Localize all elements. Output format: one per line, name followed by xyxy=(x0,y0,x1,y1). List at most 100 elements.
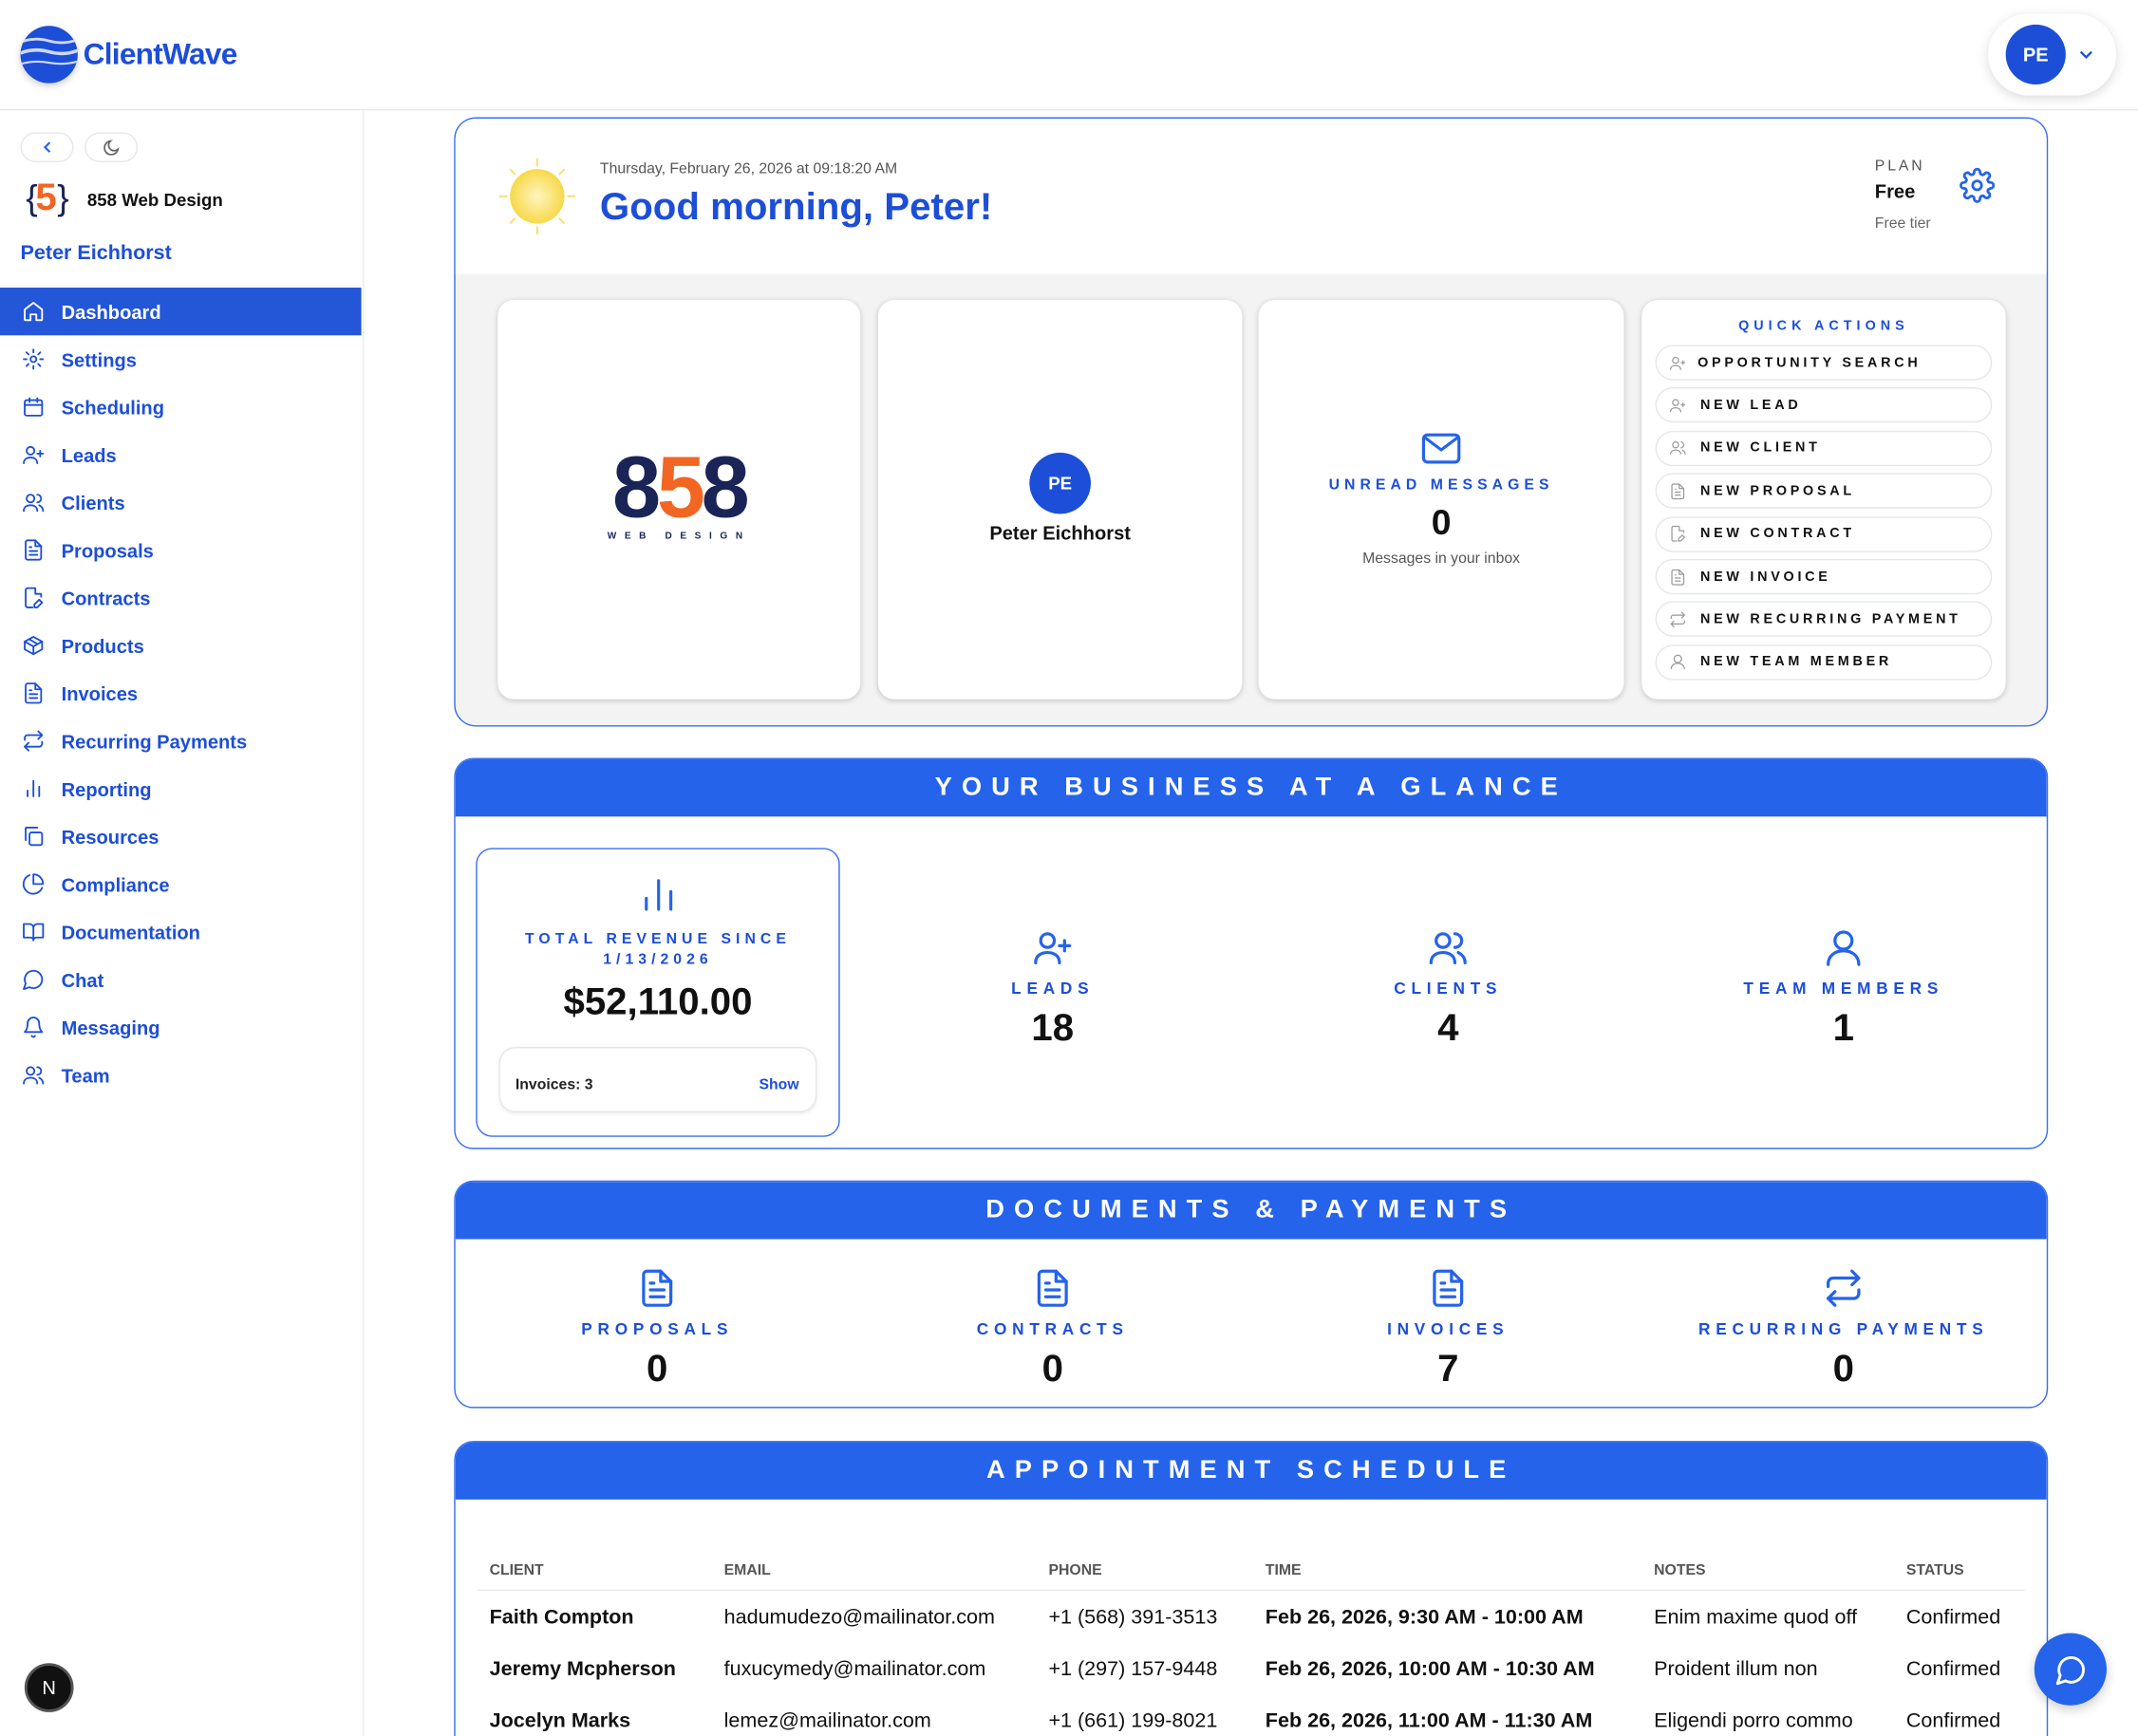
quick-action-label: NEW CLIENT xyxy=(1699,440,1821,457)
column-header-notes[interactable]: NOTES xyxy=(1654,1561,1706,1579)
sidebar-item-proposals[interactable]: Proposals xyxy=(0,526,362,573)
sidebar-item-documentation[interactable]: Documentation xyxy=(0,908,362,956)
quick-action-new-client[interactable]: NEW CLIENT xyxy=(1655,430,1993,466)
sidebar-item-label: Recurring Payments xyxy=(61,730,248,753)
sidebar-item-dashboard[interactable]: Dashboard xyxy=(0,288,362,336)
users-icon xyxy=(23,494,45,513)
quick-action-label: OPPORTUNITY SEARCH xyxy=(1697,355,1922,370)
current-datetime: Thursday, February 26, 2026 at 09:18:20 … xyxy=(599,160,898,177)
plan-description: Free tier xyxy=(1874,215,1931,233)
column-header-client[interactable]: CLIENT xyxy=(489,1561,544,1579)
company-logo-subtitle: WEB DESIGN xyxy=(607,532,751,542)
document-icon xyxy=(642,1269,673,1307)
sidebar-item-settings[interactable]: Settings xyxy=(0,335,362,383)
clientwave-logo-icon xyxy=(20,26,78,84)
repeat-icon xyxy=(1826,1269,1861,1307)
quick-action-new-proposal[interactable]: NEW PROPOSAL xyxy=(1655,473,1993,509)
sidebar-item-messaging[interactable]: Messaging xyxy=(0,1003,362,1051)
sidebar-item-label: Scheduling xyxy=(61,396,164,419)
sidebar-item-label: Products xyxy=(61,634,144,657)
quick-action-new-invoice[interactable]: NEW INVOICE xyxy=(1655,558,1993,595)
sidebar-item-label: Clients xyxy=(61,491,125,513)
sidebar-item-label: Leads xyxy=(61,443,117,466)
cell-phone: +1 (661) 199-8021 xyxy=(1048,1709,1218,1733)
sidebar-item-products[interactable]: Products xyxy=(0,622,362,669)
sidebar-item-label: Settings xyxy=(61,347,137,370)
stat-value: 0 xyxy=(647,1346,668,1390)
stat-team-members[interactable]: TEAM MEMBERS 1 xyxy=(1653,927,2035,1050)
sidebar-item-scheduling[interactable]: Scheduling xyxy=(0,383,362,431)
sidebar-item-label: Documentation xyxy=(61,921,200,943)
document-icon xyxy=(1671,569,1685,585)
messages-card[interactable]: UNREAD MESSAGES 0 Messages in your inbox xyxy=(1258,299,1624,700)
home-icon xyxy=(24,302,44,322)
quick-action-opportunity-search[interactable]: OPPORTUNITY SEARCH xyxy=(1655,345,1993,381)
brand-name[interactable]: ClientWave xyxy=(83,36,238,71)
stat-value: 0 xyxy=(1832,1346,1854,1390)
sidebar-item-label: Proposals xyxy=(61,539,154,562)
mail-icon xyxy=(1421,433,1461,464)
profile-avatar: PE xyxy=(1029,452,1091,514)
sidebar-item-reporting[interactable]: Reporting xyxy=(0,765,362,812)
quick-action-new-contract[interactable]: NEW CONTRACT xyxy=(1655,515,1993,552)
document-edit-icon xyxy=(1671,526,1686,542)
sidebar-item-label: Dashboard xyxy=(61,300,161,323)
user-plus-icon xyxy=(1034,932,1072,964)
stat-label: TEAM MEMBERS xyxy=(1743,979,1944,999)
column-header-email[interactable]: EMAIL xyxy=(723,1561,771,1579)
stat-clients[interactable]: CLIENTS 4 xyxy=(1257,927,1639,1050)
revenue-value: $52,110.00 xyxy=(563,980,753,1023)
quick-action-new-team-member[interactable]: NEW TEAM MEMBER xyxy=(1655,644,1993,681)
show-invoices-link[interactable]: Show xyxy=(759,1076,799,1093)
bar-chart-icon xyxy=(645,879,673,911)
sidebar-item-invoices[interactable]: Invoices xyxy=(0,669,362,717)
sidebar-item-label: Compliance xyxy=(61,872,170,895)
cell-email: fuxucymedy@mailinator.com xyxy=(723,1657,986,1681)
user-plus-icon xyxy=(1669,356,1686,370)
gear-icon[interactable] xyxy=(1960,167,1996,203)
stat-contracts[interactable]: CONTRACTS 0 xyxy=(862,1268,1244,1391)
sidebar-item-recurring-payments[interactable]: Recurring Payments xyxy=(0,717,362,764)
user-plus-icon xyxy=(23,445,45,465)
sidebar-item-resources[interactable]: Resources xyxy=(0,812,362,860)
column-header-time[interactable]: TIME xyxy=(1265,1561,1302,1579)
section-title: DOCUMENTS & PAYMENTS xyxy=(455,1182,2047,1240)
stat-proposals[interactable]: PROPOSALS 0 xyxy=(466,1268,848,1391)
user-icon xyxy=(1670,655,1685,670)
quick-action-label: NEW LEAD xyxy=(1699,398,1802,414)
copy-icon xyxy=(25,827,44,847)
quick-action-new-recurring-payment[interactable]: NEW RECURRING PAYMENT xyxy=(1655,601,1993,638)
moon-icon xyxy=(103,140,119,156)
sidebar-item-label: Chat xyxy=(61,968,104,991)
document-icon xyxy=(1037,1269,1068,1307)
document-icon xyxy=(25,539,43,561)
profile-card[interactable]: PE Peter Eichhorst xyxy=(877,299,1243,700)
stat-recurring-payments[interactable]: RECURRING PAYMENTS 0 xyxy=(1653,1268,2035,1391)
dev-tools-badge[interactable]: N xyxy=(24,1663,74,1712)
dark-mode-toggle[interactable] xyxy=(84,132,139,162)
sidebar-item-team[interactable]: Team xyxy=(0,1051,362,1098)
sidebar-item-leads[interactable]: Leads xyxy=(0,431,362,478)
sidebar-item-label: Reporting xyxy=(61,777,152,800)
sidebar-item-clients[interactable]: Clients xyxy=(0,478,362,526)
sidebar-item-chat[interactable]: Chat xyxy=(0,956,362,1003)
quick-action-new-lead[interactable]: NEW LEAD xyxy=(1655,387,1993,423)
welcome-card: Thursday, February 26, 2026 at 09:18:20 … xyxy=(454,117,2049,727)
stat-value: 1 xyxy=(1832,1005,1854,1049)
stat-invoices[interactable]: INVOICES 7 xyxy=(1257,1268,1639,1391)
sidebar-item-compliance[interactable]: Compliance xyxy=(0,860,362,907)
sidebar-item-contracts[interactable]: Contracts xyxy=(0,574,362,622)
stat-leads[interactable]: LEADS 18 xyxy=(862,927,1244,1050)
column-header-status[interactable]: STATUS xyxy=(1905,1561,1964,1579)
invoice-count: Invoices: 3 xyxy=(515,1076,593,1093)
stat-label: CONTRACTS xyxy=(976,1319,1129,1339)
stat-label: RECURRING PAYMENTS xyxy=(1698,1319,1989,1339)
collapse-sidebar-button[interactable] xyxy=(20,132,74,162)
cell-notes: Enim maxime quod off xyxy=(1654,1605,1858,1630)
document-icon xyxy=(1433,1269,1464,1307)
user-menu[interactable]: PE xyxy=(1988,13,2117,96)
plan-name: Free xyxy=(1874,179,1916,202)
chat-fab-button[interactable] xyxy=(2034,1633,2107,1706)
user-icon xyxy=(1826,930,1861,966)
column-header-phone[interactable]: PHONE xyxy=(1048,1561,1102,1579)
